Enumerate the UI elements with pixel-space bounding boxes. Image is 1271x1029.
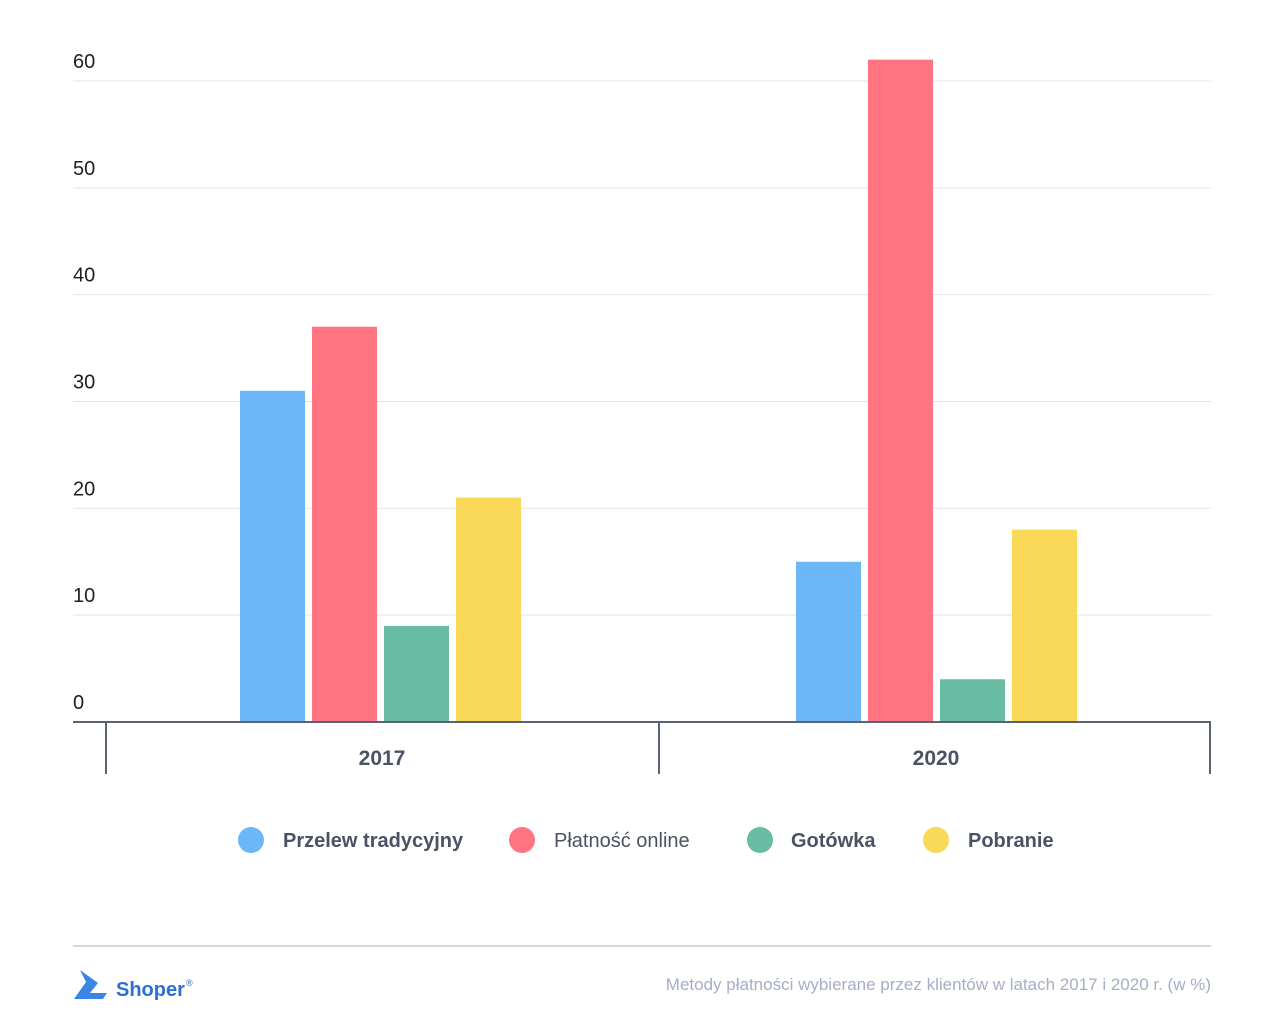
legend-swatch bbox=[509, 827, 535, 853]
y-tick-label: 20 bbox=[73, 478, 95, 500]
bar-pobranie-2020 bbox=[1012, 529, 1077, 722]
x-category-label: 2020 bbox=[913, 747, 960, 770]
y-tick-label: 10 bbox=[73, 585, 95, 607]
y-tick-label: 40 bbox=[73, 265, 95, 287]
legend-label: Płatność online bbox=[554, 830, 690, 852]
legend-item-przelew-tradycyjny[interactable]: Przelew tradycyjny bbox=[238, 827, 464, 853]
bar-gotowka-2020 bbox=[940, 679, 1005, 722]
bar-platnosc-online-2017 bbox=[312, 326, 377, 722]
legend-item-platnosc-online[interactable]: Płatność online bbox=[509, 827, 690, 853]
y-tick-label: 30 bbox=[73, 372, 95, 394]
bar-pobranie-2017 bbox=[456, 497, 521, 722]
legend-item-pobranie[interactable]: Pobranie bbox=[923, 827, 1054, 853]
bar-gotowka-2017 bbox=[384, 625, 449, 722]
legend-label: Przelew tradycyjny bbox=[283, 830, 464, 852]
bars bbox=[240, 59, 1077, 722]
legend-swatch bbox=[238, 827, 264, 853]
legend-item-gotowka[interactable]: Gotówka bbox=[747, 827, 876, 853]
shoper-logo-icon bbox=[74, 970, 107, 999]
y-tick-label: 50 bbox=[73, 158, 95, 180]
x-axis-labels: 2017 2020 bbox=[359, 747, 960, 770]
legend-swatch bbox=[747, 827, 773, 853]
x-axis bbox=[73, 721, 1211, 774]
brand-name: Shoper bbox=[116, 979, 185, 1001]
y-tick-label: 60 bbox=[73, 51, 95, 73]
legend-label: Pobranie bbox=[968, 830, 1054, 852]
legend: Przelew tradycyjny Płatność online Gotówka… bbox=[238, 827, 1054, 853]
shoper-logo[interactable]: Shoper ® bbox=[74, 970, 193, 1001]
bar-przelew-tradycyjny-2020 bbox=[796, 561, 861, 722]
legend-swatch bbox=[923, 827, 949, 853]
chart-caption: Metody płatności wybierane przez klientó… bbox=[666, 975, 1211, 994]
y-tick-label: 0 bbox=[73, 692, 84, 714]
brand-registered-mark: ® bbox=[186, 978, 193, 988]
x-category-label: 2017 bbox=[359, 747, 406, 770]
y-axis-ticks: 0 10 20 30 40 50 60 bbox=[73, 51, 95, 714]
bar-platnosc-online-2020 bbox=[868, 59, 933, 722]
legend-label: Gotówka bbox=[791, 830, 876, 852]
bar-przelew-tradycyjny-2017 bbox=[240, 390, 305, 722]
